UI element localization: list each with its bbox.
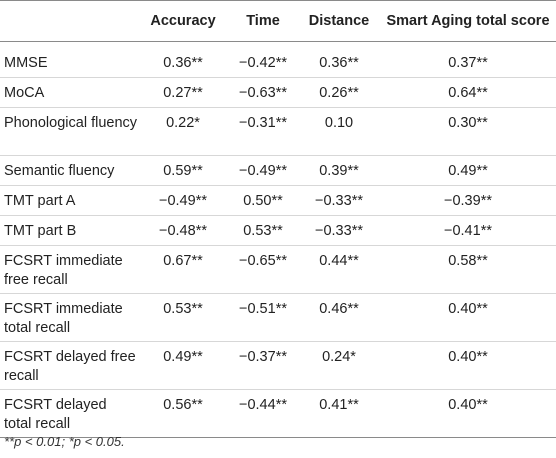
row-label: FCSRT delayed free recall [0,341,138,390]
cell-total-score: 0.37** [380,41,556,78]
row-label: TMT part B [0,215,138,246]
table-row: FCSRT immediate free recall 0.67** −0.65… [0,245,556,294]
table-row: TMT part B −0.48** 0.53** −0.33** −0.41*… [0,215,556,246]
header-cell-time: Time [228,0,298,42]
table-row: FCSRT immediate total recall 0.53** −0.5… [0,293,556,342]
cell-time: −0.42** [228,41,298,78]
cell-time: −0.31** [228,107,298,156]
row-label: Semantic fluency [0,155,138,186]
table-row: FCSRT delayed total recall 0.56** −0.44*… [0,389,556,438]
cell-total-score: −0.39** [380,185,556,216]
cell-total-score: 0.58** [380,245,556,294]
cell-accuracy: 0.67** [138,245,228,294]
table-body: MMSE 0.36** −0.42** 0.36** 0.37** MoCA 0… [0,41,556,438]
correlation-table: Accuracy Time Distance Smart Aging total… [0,0,556,438]
cell-distance: 0.26** [298,77,380,108]
header-cell-accuracy: Accuracy [138,0,228,42]
cell-time: 0.53** [228,215,298,246]
cell-distance: 0.39** [298,155,380,186]
cell-accuracy: 0.59** [138,155,228,186]
table-footnote: **p < 0.01; *p < 0.05. [4,434,125,449]
cell-distance: 0.41** [298,389,380,438]
cell-distance: 0.44** [298,245,380,294]
cell-total-score: 0.64** [380,77,556,108]
cell-time: −0.44** [228,389,298,438]
cell-distance: −0.33** [298,215,380,246]
cell-accuracy: 0.27** [138,77,228,108]
table-row: MMSE 0.36** −0.42** 0.36** 0.37** [0,41,556,78]
cell-distance: 0.46** [298,293,380,342]
table-row: TMT part A −0.49** 0.50** −0.33** −0.39*… [0,185,556,216]
cell-accuracy: −0.49** [138,185,228,216]
cell-time: 0.50** [228,185,298,216]
header-cell-smart-aging-total-score: Smart Aging total score [380,0,556,42]
cell-total-score: 0.40** [380,341,556,390]
cell-accuracy: 0.53** [138,293,228,342]
cell-accuracy: 0.56** [138,389,228,438]
cell-time: −0.49** [228,155,298,186]
row-label: FCSRT immediate free recall [0,245,138,294]
header-cell-blank [0,0,138,42]
cell-distance: −0.33** [298,185,380,216]
cell-distance: 0.24* [298,341,380,390]
cell-total-score: 0.30** [380,107,556,156]
cell-total-score: 0.49** [380,155,556,186]
table-header: Accuracy Time Distance Smart Aging total… [0,0,556,42]
table-row: MoCA 0.27** −0.63** 0.26** 0.64** [0,77,556,108]
row-label: MoCA [0,77,138,108]
cell-accuracy: 0.22* [138,107,228,156]
cell-time: −0.37** [228,341,298,390]
cell-accuracy: 0.36** [138,41,228,78]
header-cell-distance: Distance [298,0,380,42]
row-label: Phonological fluency [0,107,138,156]
cell-distance: 0.36** [298,41,380,78]
cell-time: −0.51** [228,293,298,342]
row-label: FCSRT immediate total recall [0,293,138,342]
header-row: Accuracy Time Distance Smart Aging total… [0,0,556,42]
cell-distance: 0.10 [298,107,380,156]
cell-total-score: 0.40** [380,389,556,438]
cell-total-score: −0.41** [380,215,556,246]
cell-accuracy: −0.48** [138,215,228,246]
table-row: Phonological fluency 0.22* −0.31** 0.10 … [0,107,556,156]
cell-time: −0.63** [228,77,298,108]
row-label: MMSE [0,41,138,78]
cell-total-score: 0.40** [380,293,556,342]
table-row: Semantic fluency 0.59** −0.49** 0.39** 0… [0,155,556,186]
row-label: FCSRT delayed total recall [0,389,138,438]
cell-accuracy: 0.49** [138,341,228,390]
row-label: TMT part A [0,185,138,216]
cell-time: −0.65** [228,245,298,294]
table-row: FCSRT delayed free recall 0.49** −0.37**… [0,341,556,390]
